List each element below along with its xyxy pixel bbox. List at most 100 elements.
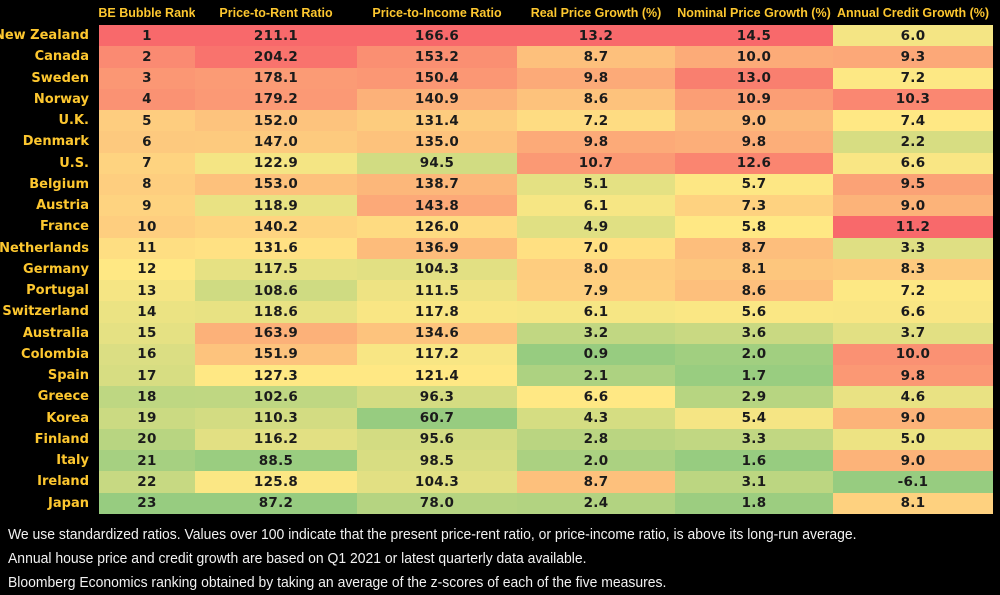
cell-switzerland-price-to-income-ratio: 117.8 (357, 301, 517, 323)
cell-italy-annual-credit-growth: 9.0 (833, 450, 993, 472)
cell-belgium-annual-credit-growth: 9.5 (833, 173, 993, 195)
column-header-nominal-price-growth: Nominal Price Growth (%) (675, 0, 833, 25)
cell-australia-be-bubble-rank: 15 (99, 322, 195, 344)
cell-canada-price-to-rent-ratio: 204.2 (195, 46, 357, 68)
footnote-line-1: We use standardized ratios. Values over … (8, 526, 857, 543)
cell-greece-real-price-growth: 6.6 (517, 386, 675, 408)
cell-netherlands-be-bubble-rank: 11 (99, 237, 195, 259)
cell-belgium-price-to-rent-ratio: 153.0 (195, 173, 357, 195)
cell-korea-price-to-rent-ratio: 110.3 (195, 407, 357, 429)
row-label-portugal: Portugal (0, 280, 99, 302)
row-label-australia: Australia (0, 322, 99, 344)
cell-austria-be-bubble-rank: 9 (99, 195, 195, 217)
cell-portugal-annual-credit-growth: 7.2 (833, 280, 993, 302)
cell-france-price-to-income-ratio: 126.0 (357, 216, 517, 238)
cell-spain-real-price-growth: 2.1 (517, 365, 675, 387)
cell-colombia-price-to-rent-ratio: 151.9 (195, 343, 357, 365)
cell-japan-be-bubble-rank: 23 (99, 492, 195, 514)
cell-sweden-price-to-rent-ratio: 178.1 (195, 67, 357, 89)
cell-portugal-price-to-income-ratio: 111.5 (357, 280, 517, 302)
cell-denmark-annual-credit-growth: 2.2 (833, 131, 993, 153)
cell-australia-nominal-price-growth: 3.6 (675, 322, 833, 344)
cell-spain-be-bubble-rank: 17 (99, 365, 195, 387)
column-header-price-to-rent-ratio: Price-to-Rent Ratio (195, 0, 357, 25)
corner-cell (0, 0, 99, 25)
cell-greece-price-to-rent-ratio: 102.6 (195, 386, 357, 408)
footnote-line-2: Annual house price and credit growth are… (8, 550, 587, 567)
cell-u-s-price-to-income-ratio: 94.5 (357, 152, 517, 174)
cell-colombia-be-bubble-rank: 16 (99, 343, 195, 365)
cell-portugal-be-bubble-rank: 13 (99, 280, 195, 302)
row-label-italy: Italy (0, 450, 99, 472)
cell-ireland-be-bubble-rank: 22 (99, 471, 195, 493)
cell-austria-real-price-growth: 6.1 (517, 195, 675, 217)
cell-germany-annual-credit-growth: 8.3 (833, 258, 993, 280)
cell-norway-nominal-price-growth: 10.9 (675, 88, 833, 110)
cell-ireland-annual-credit-growth: -6.1 (833, 471, 993, 493)
cell-sweden-be-bubble-rank: 3 (99, 67, 195, 89)
cell-colombia-annual-credit-growth: 10.0 (833, 343, 993, 365)
cell-netherlands-real-price-growth: 7.0 (517, 237, 675, 259)
cell-netherlands-price-to-income-ratio: 136.9 (357, 237, 517, 259)
cell-switzerland-real-price-growth: 6.1 (517, 301, 675, 323)
cell-finland-annual-credit-growth: 5.0 (833, 428, 993, 450)
row-label-finland: Finland (0, 428, 99, 450)
row-label-sweden: Sweden (0, 67, 99, 89)
cell-sweden-price-to-income-ratio: 150.4 (357, 67, 517, 89)
cell-korea-real-price-growth: 4.3 (517, 407, 675, 429)
cell-germany-nominal-price-growth: 8.1 (675, 258, 833, 280)
cell-ireland-price-to-income-ratio: 104.3 (357, 471, 517, 493)
cell-japan-price-to-rent-ratio: 87.2 (195, 492, 357, 514)
cell-denmark-be-bubble-rank: 6 (99, 131, 195, 153)
cell-korea-nominal-price-growth: 5.4 (675, 407, 833, 429)
cell-france-price-to-rent-ratio: 140.2 (195, 216, 357, 238)
cell-ireland-real-price-growth: 8.7 (517, 471, 675, 493)
cell-norway-real-price-growth: 8.6 (517, 88, 675, 110)
cell-norway-price-to-income-ratio: 140.9 (357, 88, 517, 110)
cell-germany-real-price-growth: 8.0 (517, 258, 675, 280)
cell-portugal-nominal-price-growth: 8.6 (675, 280, 833, 302)
cell-finland-nominal-price-growth: 3.3 (675, 428, 833, 450)
cell-norway-be-bubble-rank: 4 (99, 88, 195, 110)
cell-belgium-nominal-price-growth: 5.7 (675, 173, 833, 195)
cell-new-zealand-annual-credit-growth: 6.0 (833, 25, 993, 47)
cell-france-real-price-growth: 4.9 (517, 216, 675, 238)
cell-netherlands-price-to-rent-ratio: 131.6 (195, 237, 357, 259)
cell-portugal-price-to-rent-ratio: 108.6 (195, 280, 357, 302)
cell-u-k-be-bubble-rank: 5 (99, 110, 195, 132)
cell-switzerland-price-to-rent-ratio: 118.6 (195, 301, 357, 323)
row-label-u-k: U.K. (0, 110, 99, 132)
cell-korea-price-to-income-ratio: 60.7 (357, 407, 517, 429)
cell-netherlands-nominal-price-growth: 8.7 (675, 237, 833, 259)
row-label-u-s: U.S. (0, 152, 99, 174)
cell-belgium-be-bubble-rank: 8 (99, 173, 195, 195)
cell-u-s-price-to-rent-ratio: 122.9 (195, 152, 357, 174)
cell-austria-price-to-rent-ratio: 118.9 (195, 195, 357, 217)
table-body: New Zealand 1 211.1 166.6 13.2 14.5 6.0 Canada 2… (0, 25, 993, 514)
cell-denmark-real-price-growth: 9.8 (517, 131, 675, 153)
cell-canada-real-price-growth: 8.7 (517, 46, 675, 68)
cell-u-k-real-price-growth: 7.2 (517, 110, 675, 132)
cell-spain-price-to-income-ratio: 121.4 (357, 365, 517, 387)
cell-austria-annual-credit-growth: 9.0 (833, 195, 993, 217)
cell-france-annual-credit-growth: 11.2 (833, 216, 993, 238)
row-label-canada: Canada (0, 46, 99, 68)
cell-france-nominal-price-growth: 5.8 (675, 216, 833, 238)
cell-norway-annual-credit-growth: 10.3 (833, 88, 993, 110)
cell-greece-annual-credit-growth: 4.6 (833, 386, 993, 408)
cell-canada-price-to-income-ratio: 153.2 (357, 46, 517, 68)
row-label-greece: Greece (0, 386, 99, 408)
cell-ireland-nominal-price-growth: 3.1 (675, 471, 833, 493)
row-label-colombia: Colombia (0, 343, 99, 365)
row-label-austria: Austria (0, 195, 99, 217)
cell-colombia-real-price-growth: 0.9 (517, 343, 675, 365)
cell-japan-annual-credit-growth: 8.1 (833, 492, 993, 514)
bubble-ranking-table: BE Bubble Rank Price-to-Rent Ratio Price-t… (0, 0, 993, 514)
row-label-ireland: Ireland (0, 471, 99, 493)
column-header-be-bubble-rank: BE Bubble Rank (98, 0, 196, 25)
footnotes-block: We use standardized ratios. Values over … (0, 514, 1000, 594)
row-label-switzerland: Switzerland (0, 301, 99, 323)
cell-netherlands-annual-credit-growth: 3.3 (833, 237, 993, 259)
cell-new-zealand-be-bubble-rank: 1 (99, 25, 195, 47)
cell-greece-nominal-price-growth: 2.9 (675, 386, 833, 408)
